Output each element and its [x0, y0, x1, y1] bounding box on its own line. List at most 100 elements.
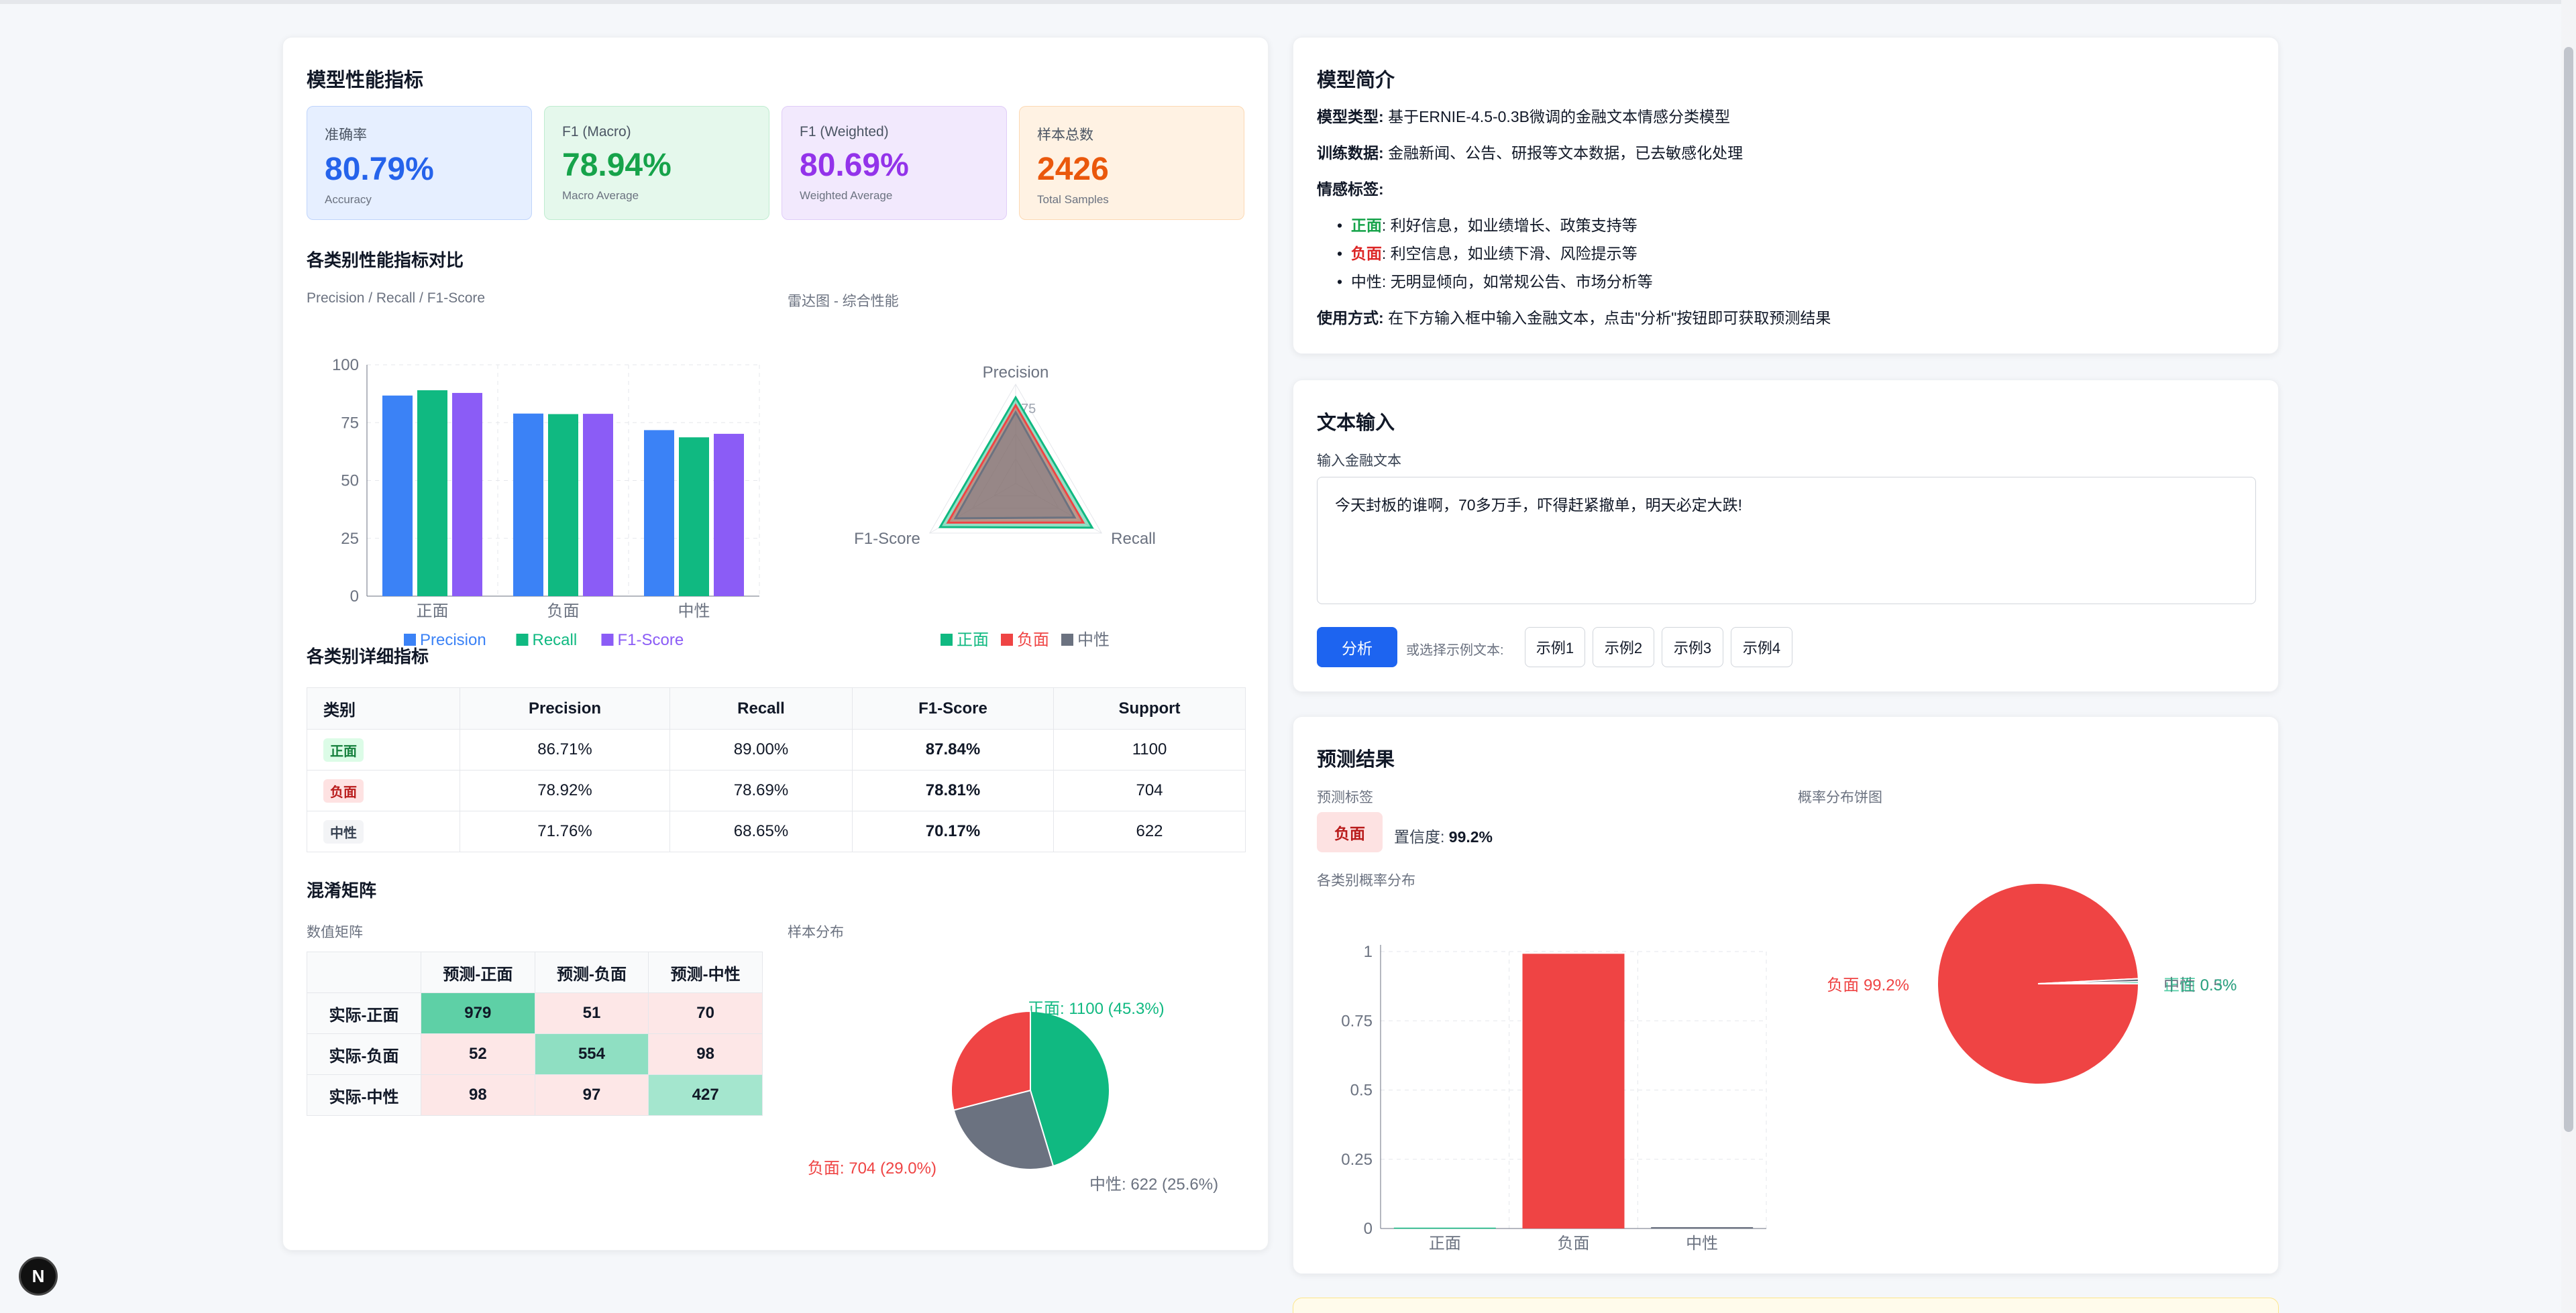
matrix-row: 实际-正面 979 51 70 — [307, 992, 763, 1034]
example-button-3[interactable]: 示例3 — [1662, 627, 1723, 667]
x-tick-label: 中性 — [1686, 1235, 1718, 1253]
text-input-area[interactable]: 今天封板的谁啊，70多万手，吓得赶紧撤单，明天必定大跌! — [1317, 477, 2256, 604]
legend-swatch — [516, 634, 529, 646]
table-row: 正面 86.71% 89.00% 87.84% 1100 — [307, 729, 1246, 770]
class-cell: 正面 — [307, 729, 460, 770]
tag-item-positive: • 正面: 利好信息，如业绩增长、政策支持等 — [1337, 216, 1638, 235]
pie-label: 负面: 704 (29.0%) — [808, 1159, 936, 1178]
matrix-row-header: 实际-中性 — [307, 1074, 421, 1116]
matrix-cell: 427 — [648, 1074, 763, 1116]
x-tick-label: 负面 — [1558, 1235, 1590, 1253]
train-data-line: 训练数据: 金融新闻、公告、研报等文本数据，已去敏感化处理 — [1317, 144, 1743, 162]
confusion-matrix: 预测-正面 预测-负面 预测-中性 实际-正面 979 51 70 实际-负面 52 554… — [307, 952, 763, 1116]
bar — [1651, 1226, 1754, 1229]
analyze-button[interactable]: 分析 — [1317, 627, 1397, 667]
metrics-title: 模型性能指标 — [307, 70, 424, 91]
metric-value: 2426 — [1037, 152, 1109, 187]
scrollbar-thumb[interactable] — [2564, 47, 2573, 1132]
tag-name: 正面 — [1350, 217, 1382, 234]
matrix-cell: 52 — [421, 1033, 535, 1075]
legend-swatch — [941, 634, 953, 646]
detail-table-title: 各类别详细指标 — [307, 646, 429, 667]
class-metrics-bar-chart: 0 25 50 75 100 正面 负面 中性 Precision Recall F1-Score — [332, 356, 760, 649]
pie-label: 中性: 622 (25.6%) — [1089, 1176, 1218, 1194]
performance-card: 模型性能指标 准确率 80.79% Accuracy F1 (Macro) 78… — [282, 37, 1269, 1251]
metric-card-f1-weighted: F1 (Weighted) 80.69% Weighted Average — [782, 106, 1007, 220]
class-tag: 负面 — [323, 779, 364, 803]
recall-cell: 78.69% — [669, 770, 853, 811]
input-title: 文本输入 — [1317, 412, 1395, 434]
matrix-header-row: 预测-正面 预测-负面 预测-中性 — [307, 952, 763, 993]
scrollbar-track[interactable] — [2561, 0, 2576, 1313]
header-cell: F1-Score — [852, 687, 1054, 730]
tag-desc: : 利好信息，如业绩增长、政策支持等 — [1381, 217, 1638, 234]
tags-label-line: 情感标签: — [1317, 180, 1384, 198]
table-row: 中性 71.76% 68.65% 70.17% 622 — [307, 811, 1246, 852]
matrix-cell: 97 — [534, 1074, 649, 1116]
matrix-cell: 51 — [534, 992, 649, 1034]
prob-chart-title: 各类别概率分布 — [1317, 873, 1415, 889]
class-tag: 正面 — [323, 738, 364, 762]
matrix-cell: 979 — [421, 992, 535, 1034]
metric-label: F1 (Macro) — [562, 124, 631, 139]
header-cell: Support — [1053, 687, 1246, 730]
model-type-value: 基于ERNIE-4.5-0.3B微调的金融文本情感分类模型 — [1388, 108, 1730, 125]
legend-label: Precision — [420, 631, 486, 649]
probability-pie-chart: 负面 99.2% 中性 0.5%正面 0.3% — [1827, 882, 2237, 1085]
table-row: 负面 78.92% 78.69% 78.81% 704 — [307, 770, 1246, 811]
model-type-label: 模型类型: — [1317, 108, 1384, 125]
y-tick-label: 0.5 — [1350, 1082, 1373, 1100]
pie-slice — [951, 1010, 1031, 1111]
y-tick-label: 0.75 — [1341, 1012, 1373, 1030]
tag-item-negative: • 负面: 利空信息，如业绩下滑、风险提示等 — [1337, 244, 1638, 263]
bar — [382, 395, 413, 596]
radar-series — [946, 403, 1085, 524]
n-logo-icon: N — [32, 1265, 45, 1286]
tag-desc: : 无明显倾向，如常规公告、市场分析等 — [1381, 273, 1653, 290]
example-button-4[interactable]: 示例4 — [1731, 627, 1792, 667]
input-card: 文本输入 输入金融文本 今天封板的谁啊，70多万手，吓得赶紧撤单，明天必定大跌!… — [1293, 380, 2279, 692]
pie-label: 中性 0.5% — [2163, 976, 2237, 994]
usage-label: 使用方式: — [1317, 309, 1384, 327]
y-tick-label: 50 — [341, 472, 359, 490]
radar-series — [938, 395, 1094, 529]
example-button-1[interactable]: 示例1 — [1525, 627, 1585, 667]
legend-label: 中性 — [1077, 631, 1110, 649]
pie-slice — [953, 1089, 1055, 1170]
matrix-row: 实际-负面 52 554 98 — [307, 1033, 763, 1075]
nextjs-badge[interactable]: N — [19, 1257, 58, 1296]
metric-card-f1-macro: F1 (Macro) 78.94% Macro Average — [544, 106, 769, 220]
matrix-cell: 98 — [648, 1033, 763, 1075]
metric-sub: Accuracy — [325, 193, 372, 206]
precision-cell: 71.76% — [460, 811, 670, 852]
y-tick-label: 0.25 — [1341, 1151, 1373, 1169]
metric-sub: Macro Average — [562, 189, 639, 202]
legend-swatch — [404, 634, 416, 646]
browser-top-border — [0, 0, 2576, 4]
x-tick-label: 中性 — [678, 602, 710, 620]
bar — [644, 430, 674, 596]
legend-swatch — [1061, 634, 1073, 646]
radar-spoke — [1015, 483, 1102, 534]
metric-label: F1 (Weighted) — [800, 124, 889, 139]
class-cell: 中性 — [307, 811, 460, 852]
matrix-row-header: 实际-正面 — [307, 992, 421, 1034]
matrix-corner — [307, 952, 421, 993]
metric-sub: Weighted Average — [800, 189, 893, 202]
example-button-2[interactable]: 示例2 — [1593, 627, 1654, 667]
matrix-cell: 70 — [648, 992, 763, 1034]
metric-cards: 准确率 80.79% Accuracy F1 (Macro) 78.94% Ma… — [307, 106, 1246, 220]
legend-label: Recall — [533, 631, 578, 649]
radar-series — [953, 410, 1077, 520]
bar — [679, 437, 709, 596]
probability-bar-chart: 0 0.25 0.5 0.75 1 正面 负面 中性 — [1341, 943, 1767, 1253]
pie-label: 正面: 1100 (45.3%) — [1028, 1000, 1165, 1018]
support-cell: 704 — [1053, 770, 1246, 811]
intro-body: 模型类型: 基于ERNIE-4.5-0.3B微调的金融文本情感分类模型 训练数据… — [1317, 107, 2256, 335]
model-type-line: 模型类型: 基于ERNIE-4.5-0.3B微调的金融文本情感分类模型 — [1317, 107, 1730, 126]
bullet: • — [1337, 273, 1351, 290]
input-field-label: 输入金融文本 — [1317, 453, 1401, 469]
metric-card-samples: 样本总数 2426 Total Samples — [1019, 106, 1244, 220]
header-cell: Recall — [669, 687, 853, 730]
